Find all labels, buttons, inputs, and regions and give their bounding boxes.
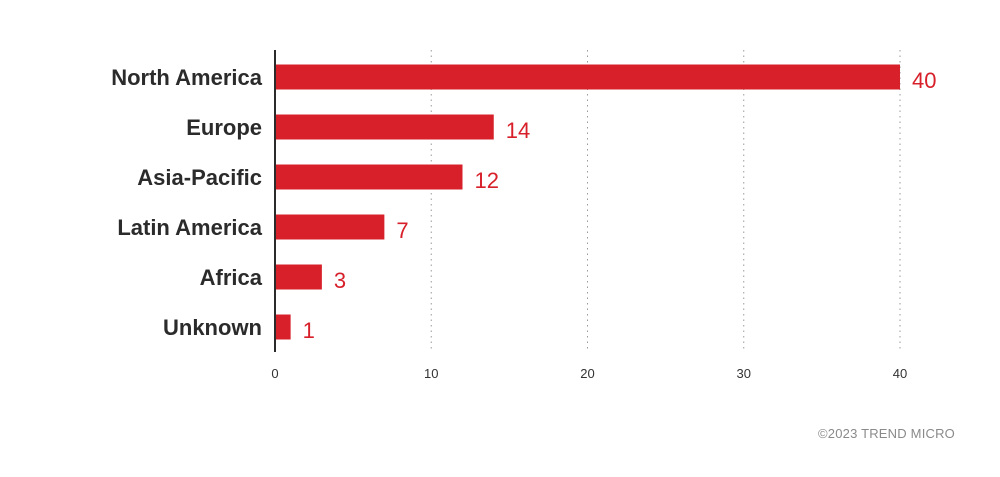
- bar-unknown: [275, 314, 291, 340]
- bars: [275, 64, 900, 340]
- x-tick-label-20: 20: [580, 366, 594, 381]
- data-label-latin-america: 7: [396, 218, 408, 243]
- category-label-latin-america: Latin America: [117, 215, 262, 240]
- data-label-europe: 14: [506, 118, 530, 143]
- bar-north-america: [275, 64, 900, 90]
- data-label-unknown: 1: [303, 318, 315, 343]
- x-tick-label-10: 10: [424, 366, 438, 381]
- copyright-notice: ©2023 TREND MICRO: [818, 426, 955, 441]
- x-tick-label-0: 0: [271, 366, 278, 381]
- data-label-africa: 3: [334, 268, 346, 293]
- data-label-north-america: 40: [912, 68, 936, 93]
- category-label-europe: Europe: [186, 115, 262, 140]
- data-labels: 40 14 12 7 31: [303, 68, 937, 343]
- category-label-asia-pacific: Asia-Pacific: [137, 165, 262, 190]
- x-tick-labels: 0 10 20 30 40: [271, 366, 907, 381]
- gridlines: [430, 50, 901, 352]
- x-tick-label-30: 30: [737, 366, 751, 381]
- category-labels: North America Europe Asia-Pacific Latin Ame…: [111, 65, 263, 340]
- data-label-asia-pacific: 12: [475, 168, 499, 193]
- bar-latin-america: [275, 214, 385, 240]
- category-label-unknown: Unknown: [163, 315, 262, 340]
- x-tick-label-40: 40: [893, 366, 907, 381]
- category-label-africa: Africa: [200, 265, 263, 290]
- bar-asia-pacific: [275, 164, 463, 190]
- bar-africa: [275, 264, 322, 290]
- category-label-north-america: North America: [111, 65, 263, 90]
- bar-europe: [275, 114, 494, 140]
